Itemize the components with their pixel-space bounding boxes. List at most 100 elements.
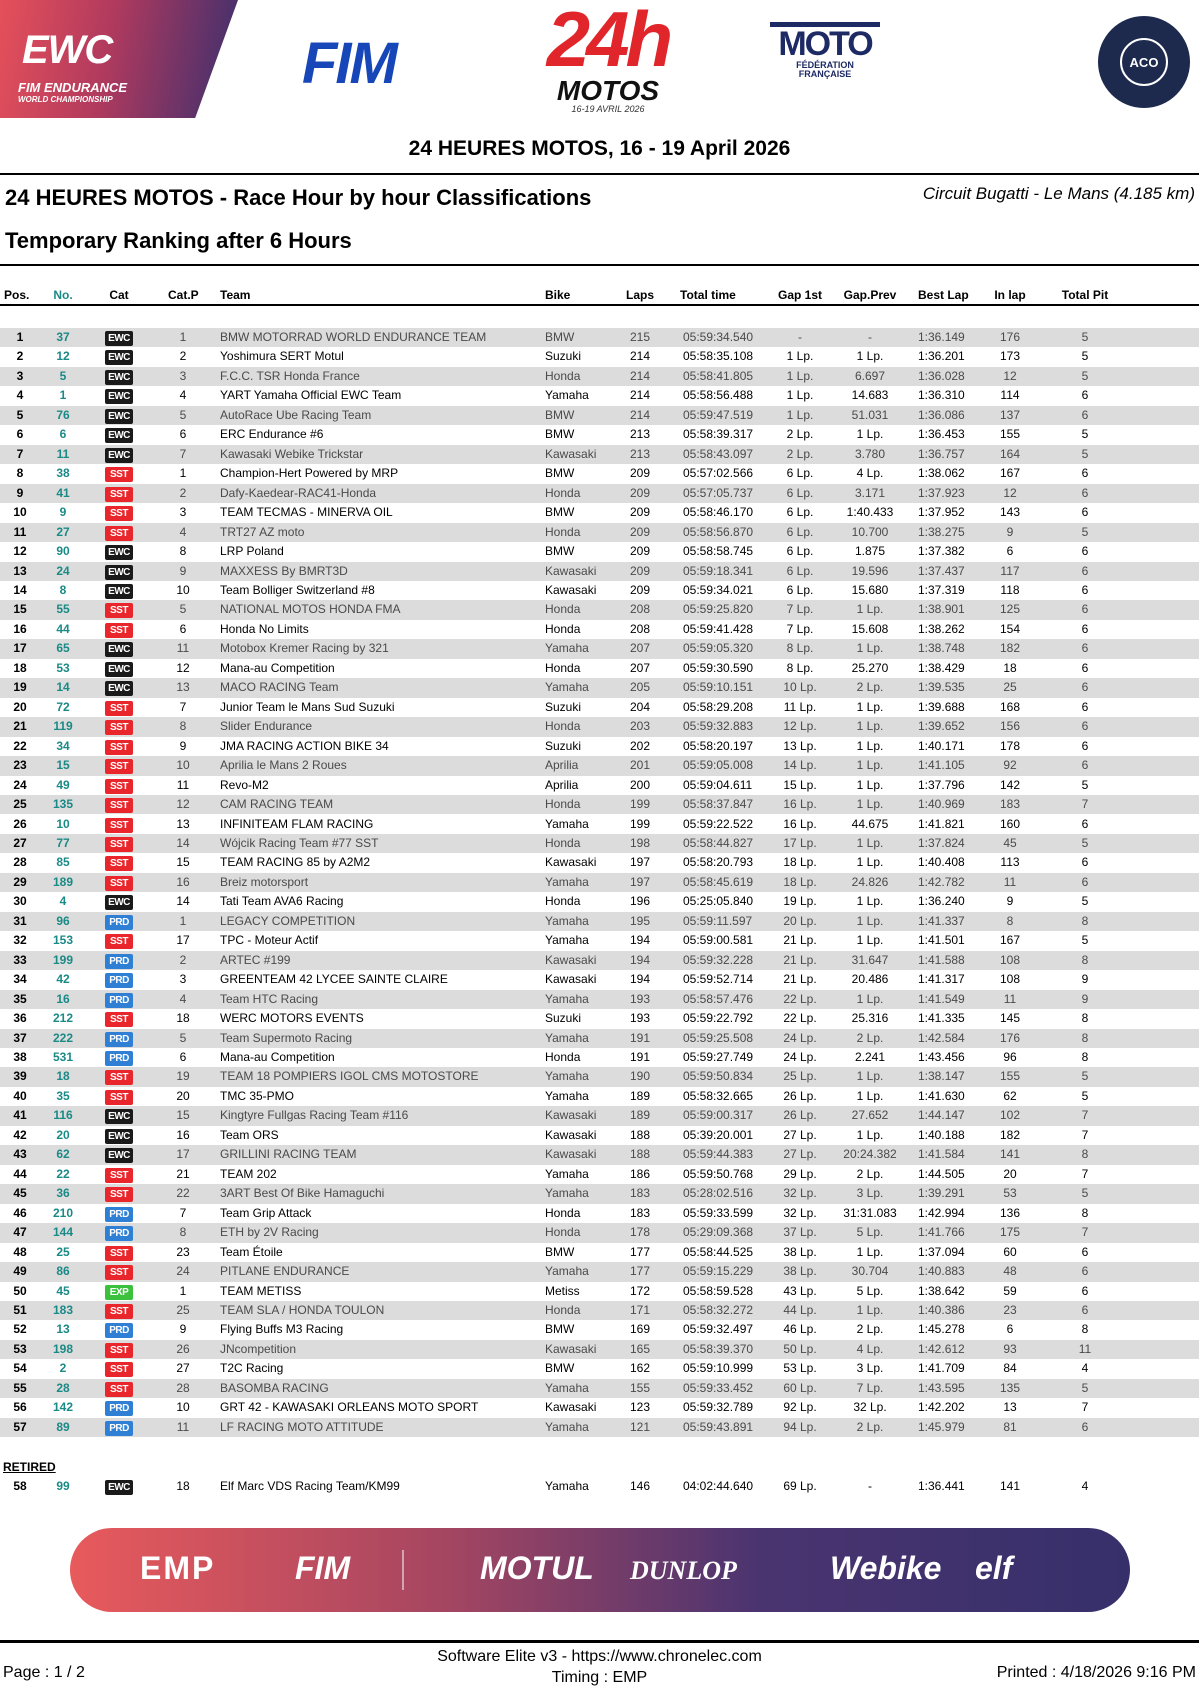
cell-best-lap: 1:41.766 (918, 1225, 965, 1240)
cell-category-position: 24 (176, 1264, 190, 1279)
cell-car-number: 72 (56, 699, 70, 714)
cell-gap-previous: 30.704 (851, 1264, 889, 1279)
cell-team: TEAM TECMAS - MINERVA OIL (220, 505, 393, 520)
cell-pos: 21 (13, 719, 27, 734)
cell-total-pit: 6 (1081, 641, 1089, 656)
cell-gap-previous: 1 Lp. (856, 738, 884, 753)
cell-laps: 188 (629, 1127, 651, 1142)
cell-car-number: 13 (56, 1322, 70, 1337)
cell-total-time: 05:58:59.528 (683, 1283, 754, 1298)
cell-total-time: 05:58:41.805 (683, 368, 754, 383)
ewc-logo-text: EWC (22, 28, 113, 72)
cell-best-lap: 1:41.501 (918, 933, 965, 948)
cell-laps: 199 (629, 797, 651, 812)
cell-pos: 10 (13, 505, 27, 520)
cell-bike: Honda (545, 835, 581, 850)
cell-pos: 27 (13, 835, 27, 850)
cell-total-pit: 7 (1081, 1108, 1089, 1123)
page-subtitle: Temporary Ranking after 6 Hours (5, 228, 352, 253)
cell-bike: Kawasaki (545, 1341, 597, 1356)
cell-category: EWC (102, 386, 136, 405)
cell-gap-first: 8 Lp. (786, 641, 814, 656)
cell-gap-first: 2 Lp. (786, 427, 814, 442)
cell-in-lap: 96 (1003, 1050, 1017, 1065)
cell-category-position: 2 (179, 349, 187, 364)
fim-logo: FIM (302, 31, 398, 96)
cell-car-number: 42 (56, 972, 70, 987)
cell-pos: 36 (13, 1011, 27, 1026)
cell-bike: Honda (545, 524, 581, 539)
cell-bike: Yamaha (545, 1380, 589, 1395)
cell-category-position: 7 (179, 1205, 187, 1220)
table-row: 53 198 SST 26 JNcompetition Kawasaki 165 05:58:… (0, 1339, 1199, 1360)
cell-gap-first: 14 Lp. (783, 758, 817, 773)
cell-total-pit: 11 (1078, 1341, 1092, 1356)
cell-laps: 165 (629, 1341, 651, 1356)
cell-total-pit: 6 (1081, 1419, 1089, 1434)
cell-category-position: 25 (176, 1303, 190, 1317)
cell-category: SST (102, 620, 136, 639)
category-badge: PRD (105, 1031, 133, 1047)
cell-gap-first: 24 Lp. (783, 1050, 817, 1065)
cell-team: INFINITEAM FLAM RACING (220, 816, 374, 831)
cell-in-lap: 18 (1003, 660, 1017, 675)
cell-laps: 207 (629, 660, 651, 675)
cell-team: Wójcik Racing Team #77 SST (220, 835, 379, 850)
cell-gap-first: 26 Lp. (783, 1088, 817, 1103)
cell-best-lap: 1:39.652 (918, 719, 965, 734)
table-row: 14 8 EWC 10 Team Bolliger Switzerland #8 Kawa… (0, 581, 1199, 600)
cell-team: LRP Poland (220, 544, 284, 559)
category-badge: SST (105, 1304, 133, 1319)
cell-total-time: 05:59:25.508 (683, 1030, 754, 1045)
cell-category-position: 16 (176, 874, 190, 889)
cell-car-number: 11 (56, 446, 70, 461)
table-row: 31 96 PRD 1 LEGACY COMPETITION Yamaha 195 05:59… (0, 911, 1199, 932)
cell-gap-first: 32 Lp. (783, 1205, 817, 1220)
category-badge: EWC (105, 661, 133, 677)
cell-category-position: 12 (176, 660, 190, 675)
cell-pos: 1 (16, 330, 24, 344)
cell-total-time: 05:58:20.197 (683, 738, 754, 753)
cell-gap-previous: 1:40.433 (846, 505, 894, 520)
cell-in-lap: 125 (999, 602, 1021, 617)
cell-gap-previous: 1 Lp. (856, 1069, 884, 1084)
cell-total-pit: 5 (1081, 933, 1089, 948)
timing-credit: Timing : EMP (551, 1669, 648, 1686)
table-row: 19 14 EWC 13 MACO RACING Team Yamaha 205 05:59:… (0, 678, 1199, 698)
cell-category-position: 17 (176, 933, 190, 948)
cell-category: EWC (102, 678, 136, 697)
cell-laps: 193 (629, 991, 651, 1006)
cell-car-number: 45 (56, 1283, 70, 1298)
cell-in-lap: 155 (999, 427, 1021, 442)
cell-team: TPC - Moteur Actif (220, 933, 319, 948)
cell-total-pit: 6 (1081, 660, 1089, 675)
cell-gap-previous: 1 Lp. (856, 1127, 884, 1142)
table-row: 55 28 SST 28 BASOMBA RACING Yamaha 155 05:59:33… (0, 1378, 1199, 1399)
cell-in-lap: 167 (999, 933, 1021, 948)
cell-bike: BMW (545, 330, 575, 344)
cell-team: ERC Endurance #6 (220, 427, 324, 442)
category-badge: SST (105, 778, 133, 794)
cell-gap-previous: 3 Lp. (856, 1186, 884, 1201)
cell-gap-previous: 1 Lp. (856, 797, 884, 812)
cell-laps: 214 (629, 349, 651, 364)
table-row: 9 41 SST 2 Dafy-Kaedear-RAC41-Honda Honda 209 0… (0, 483, 1199, 504)
cell-in-lap: 182 (999, 1127, 1021, 1142)
cell-car-number: 90 (56, 544, 70, 559)
cell-gap-first: 43 Lp. (783, 1283, 817, 1298)
cell-car-number: 135 (52, 797, 74, 812)
cell-total-pit: 6 (1081, 719, 1089, 734)
table-row: 49 86 SST 24 PITLANE ENDURANCE Yamaha 177 05:59… (0, 1262, 1199, 1282)
column-header-total-pit: Total Pit (1061, 288, 1109, 302)
cell-in-lap: 92 (1003, 758, 1017, 773)
cell-pos: 13 (13, 563, 27, 578)
cell-bike: Yamaha (545, 1030, 589, 1045)
cell-team: BASOMBA RACING (220, 1380, 329, 1395)
category-badge: SST (105, 1167, 133, 1183)
cell-best-lap: 1:38.275 (918, 524, 965, 539)
cell-category-position: 3 (179, 368, 187, 383)
cell-best-lap: 1:38.062 (918, 466, 965, 481)
category-badge: EWC (105, 1148, 133, 1164)
cell-total-time: 05:58:46.170 (683, 505, 754, 520)
cell-pos: 17 (13, 641, 27, 656)
